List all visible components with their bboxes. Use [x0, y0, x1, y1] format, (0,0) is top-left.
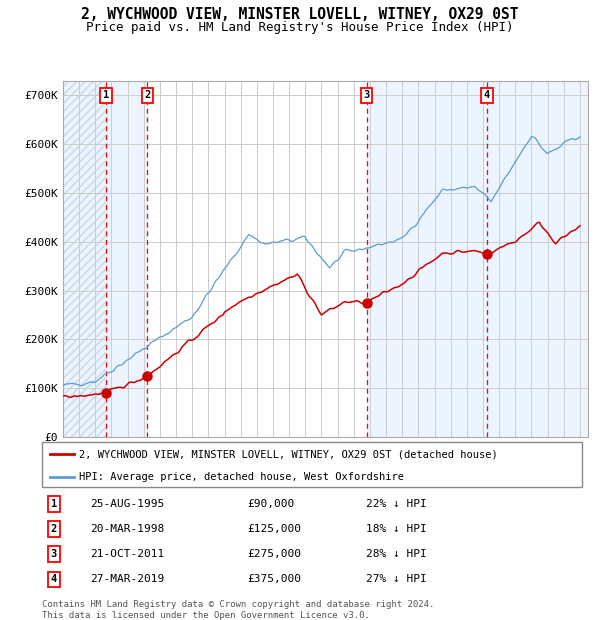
Text: 2, WYCHWOOD VIEW, MINSTER LOVELL, WITNEY, OX29 0ST (detached house): 2, WYCHWOOD VIEW, MINSTER LOVELL, WITNEY… — [79, 449, 497, 459]
Bar — [367, 81, 487, 437]
Text: £125,000: £125,000 — [247, 524, 301, 534]
Text: 27% ↓ HPI: 27% ↓ HPI — [366, 575, 427, 585]
Text: £90,000: £90,000 — [247, 498, 295, 508]
Text: Contains HM Land Registry data © Crown copyright and database right 2024.
This d: Contains HM Land Registry data © Crown c… — [42, 600, 434, 619]
Text: 2: 2 — [144, 91, 151, 100]
Text: 18% ↓ HPI: 18% ↓ HPI — [366, 524, 427, 534]
Text: 28% ↓ HPI: 28% ↓ HPI — [366, 549, 427, 559]
Bar — [487, 81, 588, 437]
Text: 2, WYCHWOOD VIEW, MINSTER LOVELL, WITNEY, OX29 0ST: 2, WYCHWOOD VIEW, MINSTER LOVELL, WITNEY… — [81, 7, 519, 22]
Text: 25-AUG-1995: 25-AUG-1995 — [91, 498, 165, 508]
Bar — [63, 81, 106, 437]
Text: Price paid vs. HM Land Registry's House Price Index (HPI): Price paid vs. HM Land Registry's House … — [86, 21, 514, 34]
Text: £375,000: £375,000 — [247, 575, 301, 585]
FancyBboxPatch shape — [42, 442, 582, 487]
Text: £275,000: £275,000 — [247, 549, 301, 559]
Text: HPI: Average price, detached house, West Oxfordshire: HPI: Average price, detached house, West… — [79, 472, 404, 482]
Text: 2: 2 — [51, 524, 57, 534]
Text: 4: 4 — [484, 91, 490, 100]
Text: 21-OCT-2011: 21-OCT-2011 — [91, 549, 165, 559]
Bar — [106, 81, 148, 437]
Bar — [63, 81, 106, 437]
Text: 3: 3 — [51, 549, 57, 559]
Text: 4: 4 — [51, 575, 57, 585]
Text: 20-MAR-1998: 20-MAR-1998 — [91, 524, 165, 534]
Text: 22% ↓ HPI: 22% ↓ HPI — [366, 498, 427, 508]
Text: 3: 3 — [364, 91, 370, 100]
Text: 1: 1 — [51, 498, 57, 508]
Text: 1: 1 — [103, 91, 109, 100]
Text: 27-MAR-2019: 27-MAR-2019 — [91, 575, 165, 585]
